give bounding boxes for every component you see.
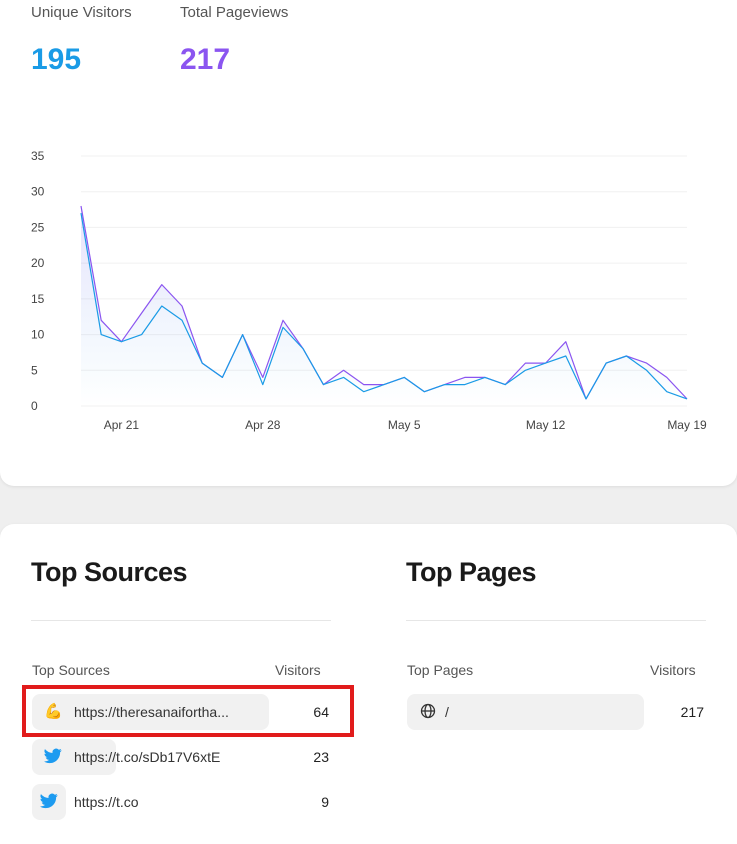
globe-icon — [419, 703, 437, 721]
visitors-line-chart: 0 5 10 15 20 25 30 35 Apr 21 Apr 28 May 5 May 12 Ma… — [31, 149, 707, 432]
top-pages-column-label: Top Pages — [407, 662, 474, 678]
top-sources-visitors-header: Visitors — [275, 662, 321, 678]
x-tick-label: Apr 28 — [245, 418, 281, 432]
lists-card: Top Sources Top Sources Visitors 💪 https… — [0, 524, 737, 844]
unique-visitors-label: Unique Visitors — [31, 4, 132, 21]
page-pill[interactable]: / — [407, 694, 644, 730]
source-pill[interactable]: 💪 https://theresanaifortha... — [32, 694, 269, 730]
total-pageviews-stat: Total Pageviews 217 — [180, 4, 288, 77]
top-pages-title: Top Pages — [406, 557, 537, 587]
source-visitors-count: 9 — [321, 794, 329, 810]
twitter-icon — [44, 748, 62, 766]
source-pill[interactable] — [32, 739, 116, 775]
y-tick-label: 15 — [31, 292, 45, 306]
y-tick-label: 35 — [31, 149, 45, 163]
top-pages-divider — [406, 620, 706, 621]
x-tick-label: Apr 21 — [104, 418, 140, 432]
y-tick-label: 30 — [31, 185, 45, 199]
page-path: / — [445, 704, 449, 720]
y-tick-label: 0 — [31, 399, 38, 413]
source-visitors-count: 23 — [313, 749, 329, 765]
twitter-icon — [40, 793, 58, 811]
source-url: https://theresanaifortha... — [74, 704, 229, 720]
y-tick-label: 10 — [31, 328, 45, 342]
visitors-series-line — [80, 213, 688, 400]
source-url: https://t.co — [74, 794, 139, 810]
x-tick-label: May 12 — [526, 418, 566, 432]
series-area — [81, 206, 687, 406]
highlight-box — [22, 685, 354, 737]
page-visitors-count: 217 — [680, 704, 704, 720]
unique-visitors-value: 195 — [31, 43, 82, 76]
source-row[interactable]: https://t.co/sDb17V6xtE 23 — [0, 739, 340, 775]
total-pageviews-label: Total Pageviews — [180, 4, 289, 21]
unique-visitors-stat: Unique Visitors 195 — [31, 4, 132, 77]
stats-card: Unique Visitors 195 Total Pageviews 217 … — [0, 0, 737, 486]
source-row[interactable]: 💪 https://theresanaifortha... 64 — [0, 694, 340, 730]
y-tick-label: 20 — [31, 256, 45, 270]
source-row[interactable]: https://t.co 9 — [0, 784, 340, 820]
top-sources-divider — [31, 620, 331, 621]
x-tick-label: May 5 — [388, 418, 421, 432]
muscle-icon: 💪 — [44, 703, 63, 720]
y-tick-label: 25 — [31, 220, 45, 234]
source-pill[interactable] — [32, 784, 66, 820]
x-tick-label: May 19 — [667, 418, 707, 432]
top-sources-column-label: Top Sources — [32, 662, 110, 678]
top-sources-title: Top Sources — [31, 557, 188, 587]
total-pageviews-value: 217 — [180, 43, 231, 76]
top-pages-visitors-header: Visitors — [650, 662, 696, 678]
source-url: https://t.co/sDb17V6xtE — [74, 749, 221, 765]
y-tick-label: 5 — [31, 363, 38, 377]
source-visitors-count: 64 — [313, 704, 329, 720]
page-row[interactable]: / 217 — [0, 694, 737, 730]
